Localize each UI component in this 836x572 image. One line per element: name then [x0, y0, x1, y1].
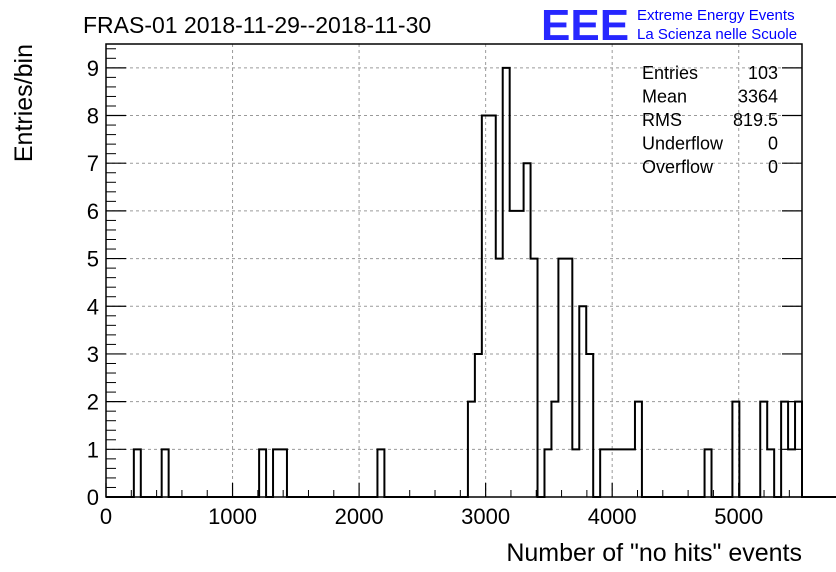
y-tick-label: 4: [87, 294, 99, 319]
histogram-outline: [106, 66, 836, 498]
y-axis-ticks: 0 1 2 3 4 5 6 7 8 9: [87, 48, 802, 510]
y-tick-label: 2: [87, 390, 99, 415]
x-axis-label: Number of "no hits" events: [506, 539, 802, 567]
stats-value: 819.5: [733, 110, 778, 130]
y-tick-label: 3: [87, 342, 99, 367]
stats-label: Mean: [642, 87, 687, 107]
stats-label: Underflow: [642, 134, 724, 154]
stats-label: Overflow: [642, 157, 714, 177]
x-tick-label: 3000: [461, 504, 510, 529]
stats-box: Entries 103 Mean 3364 RMS 819.5 Underflow 0 Over…: [642, 63, 778, 177]
logo-line1: Extreme Energy Events: [637, 7, 795, 24]
eee-logo: EEE Extreme Energy Events La Scienza nel…: [541, 1, 797, 50]
y-tick-label: 9: [87, 56, 99, 81]
y-tick-label: 5: [87, 247, 99, 272]
histogram-bars: [106, 66, 836, 498]
chart-title: FRAS-01 2018-11-29--2018-11-30: [83, 12, 431, 38]
stats-value: 0: [768, 157, 778, 177]
logo-mark: EEE: [541, 1, 629, 50]
x-tick-label: 5000: [714, 504, 763, 529]
x-axis-ticks: 0 1000 2000 3000 4000 5000: [100, 483, 790, 529]
logo-line2: La Scienza nelle Scuole: [637, 26, 797, 43]
x-tick-label: 2000: [335, 504, 384, 529]
grid: [105, 44, 802, 498]
y-axis-label: Entries/bin: [10, 44, 38, 162]
y-tick-label: 7: [87, 151, 99, 176]
y-tick-label: 1: [87, 437, 99, 462]
x-tick-label: 1000: [208, 504, 257, 529]
stats-value: 0: [768, 134, 778, 154]
stats-value: 3364: [738, 87, 778, 107]
stats-value: 103: [748, 63, 778, 83]
y-tick-label: 8: [87, 104, 99, 129]
plot-frame: [105, 43, 803, 498]
x-tick-label: 4000: [588, 504, 637, 529]
x-tick-label: 0: [100, 504, 112, 529]
y-tick-label: 6: [87, 199, 99, 224]
stats-label: RMS: [642, 110, 682, 130]
stats-label: Entries: [642, 63, 698, 83]
y-tick-label: 0: [87, 485, 99, 510]
